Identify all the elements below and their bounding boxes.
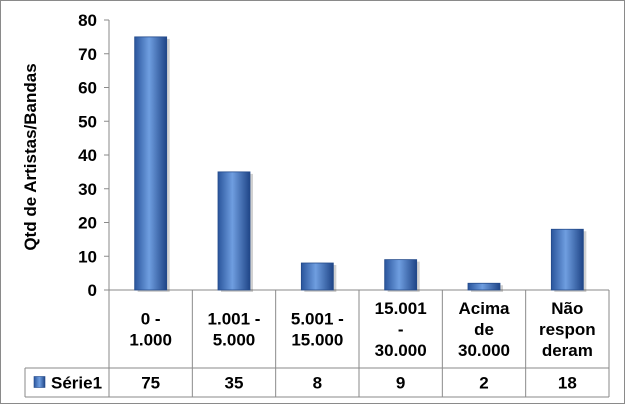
category-label-line: 30.000 <box>458 341 510 360</box>
bar <box>300 262 334 291</box>
y-tick-label: 30 <box>78 180 97 199</box>
y-tick-label: 40 <box>78 146 97 165</box>
category-label-line: Acima <box>458 299 510 318</box>
y-tick-label: 50 <box>78 112 97 131</box>
y-tick-label: 70 <box>78 45 97 64</box>
table-value: 9 <box>396 374 405 393</box>
category-label: Acima de 30.000 <box>458 299 510 360</box>
y-axis: 0 10 20 30 40 50 60 70 80 <box>78 11 109 300</box>
data-table: 0 - 1.000 1.001 - 5.000 5.001 - 15.000 15.001 -… <box>24 290 610 398</box>
category-label: 1.001 - 5.000 <box>208 309 261 349</box>
legend-label: Série1 <box>51 374 102 393</box>
legend-key <box>33 376 46 388</box>
category-label: 5.001 - 15.000 <box>291 309 344 349</box>
bar <box>134 36 168 291</box>
category-label-line: deram <box>542 341 593 360</box>
table-value: 2 <box>479 374 488 393</box>
bar <box>467 282 501 291</box>
y-tick-label: 60 <box>78 79 97 98</box>
y-tick-label: 0 <box>88 281 97 300</box>
category-label-line: 5.001 - <box>291 309 344 328</box>
y-tick-label: 20 <box>78 214 97 233</box>
category-label-line: 0 - <box>141 309 161 328</box>
category-label-line: 5.000 <box>213 330 256 349</box>
category-label-line: respon <box>539 320 596 339</box>
category-label-line: 1.000 <box>129 330 172 349</box>
bar <box>550 228 584 291</box>
bars <box>134 36 587 292</box>
category-label-line: 1.001 - <box>208 309 261 328</box>
category-label: Não respon deram <box>539 299 596 360</box>
category-label-line: - <box>398 320 404 339</box>
table-value: 75 <box>141 374 160 393</box>
bar <box>217 171 251 291</box>
category-label: 0 - 1.000 <box>129 309 172 349</box>
category-label-line: 30.000 <box>375 341 427 360</box>
plot-frame <box>108 20 609 291</box>
y-axis-title: Qtd de Artistas/Bandas <box>21 63 40 250</box>
table-value: 8 <box>313 374 322 393</box>
table-value: 18 <box>558 374 577 393</box>
category-label: 15.001 - 30.000 <box>375 299 427 360</box>
category-label-line: Não <box>551 299 583 318</box>
bar <box>384 259 418 291</box>
category-label-line: 15.001 <box>375 299 427 318</box>
table-value: 35 <box>225 374 244 393</box>
category-label-line: 15.000 <box>291 330 343 349</box>
y-tick-label: 80 <box>78 11 97 30</box>
y-tick-label: 10 <box>78 247 97 266</box>
category-label-line: de <box>474 320 494 339</box>
